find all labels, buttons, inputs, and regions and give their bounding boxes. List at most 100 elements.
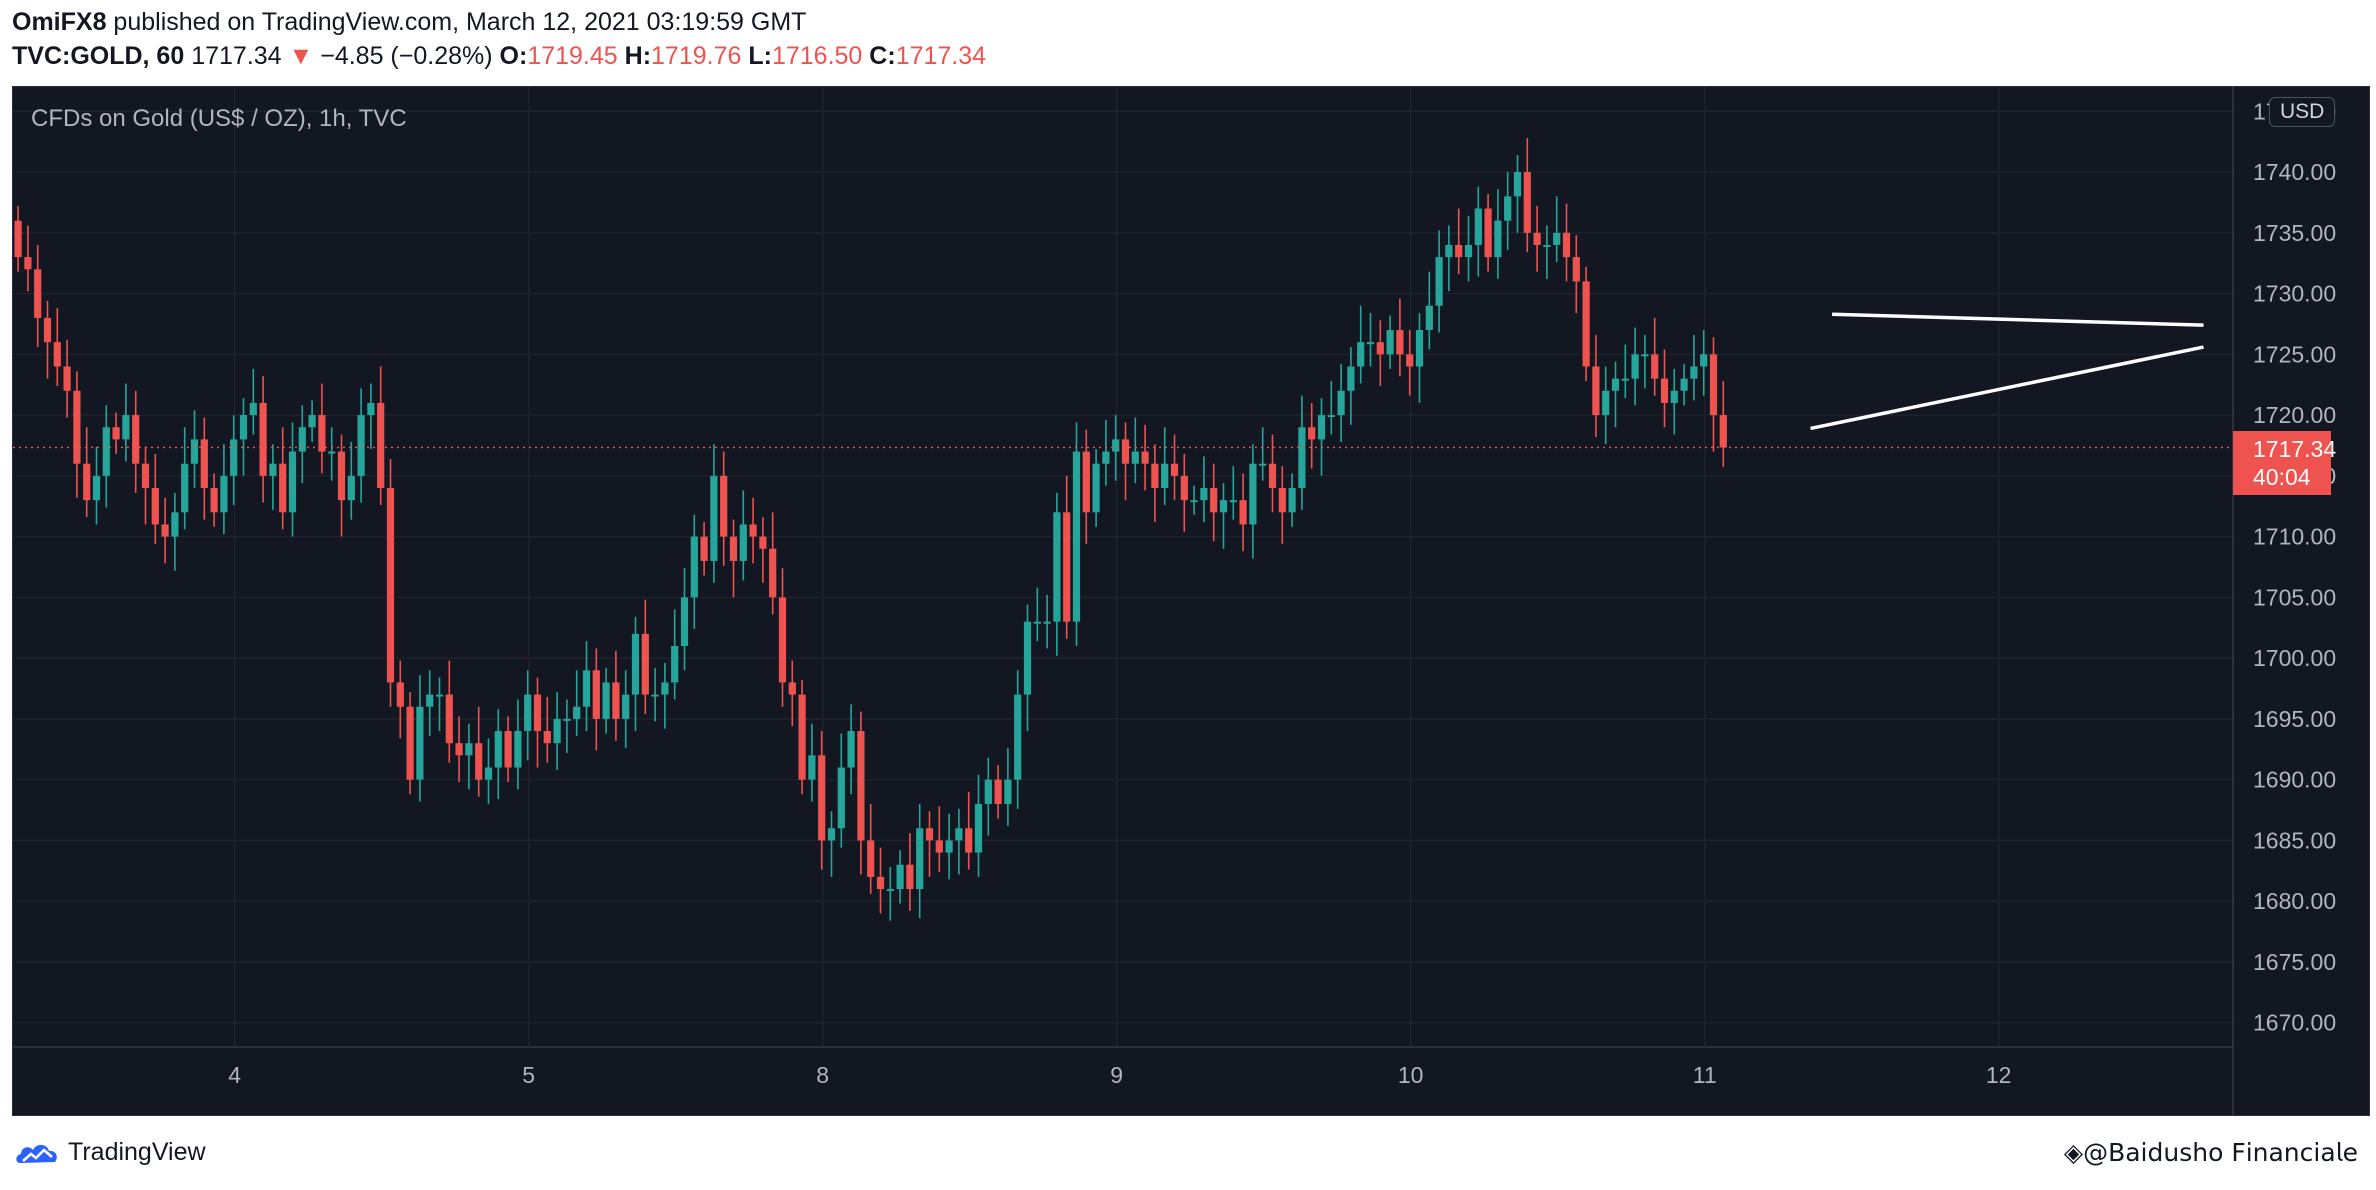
candle-body — [769, 548, 777, 598]
candle-body — [220, 475, 228, 513]
candle-body — [818, 755, 826, 841]
candle-body — [1406, 354, 1414, 367]
author-name[interactable]: OmiFX8 — [12, 8, 107, 36]
candle-body — [298, 427, 306, 452]
candle-body — [1425, 305, 1433, 331]
countdown-timer: 40:04 — [2253, 464, 2311, 491]
footer: TradingView ◈@𝖡𝖺𝗂𝖽𝗎𝗌𝗁𝗈 𝖥𝗂𝗇𝖺𝗇𝖼𝗂𝖺𝗅𝖾 — [0, 1116, 2376, 1190]
tradingview-cloud-icon — [16, 1144, 57, 1163]
candle-body — [671, 645, 679, 683]
candle-body — [837, 767, 845, 829]
price-chart-svg[interactable]: 1745.001740.001735.001730.001725.001720.… — [13, 87, 2369, 1115]
price-tick-label: 1690.00 — [2253, 767, 2336, 793]
publish-info: published on TradingView.com, March 12, … — [106, 8, 807, 36]
candle-body — [239, 415, 248, 440]
candle-body — [759, 536, 767, 549]
candle-body — [1445, 244, 1453, 258]
price-tick-label: 1740.00 — [2253, 159, 2336, 185]
candle-body — [1474, 208, 1482, 245]
tradingview-brand-label: TradingView — [68, 1138, 206, 1166]
trendline — [1810, 345, 2204, 431]
candle-body — [435, 694, 444, 697]
candle-body — [1170, 463, 1179, 476]
candle-body — [1415, 330, 1424, 367]
candle-body — [1190, 500, 1198, 503]
candle-body — [886, 889, 894, 892]
candle-body — [259, 402, 267, 476]
candle-body — [200, 439, 208, 489]
candle-body — [1092, 463, 1100, 513]
candle-body — [112, 427, 120, 440]
price-tick-label: 1725.00 — [2253, 341, 2336, 367]
price-tick-label: 1720.00 — [2253, 402, 2336, 428]
candle-body — [1121, 439, 1130, 464]
watermark-text: @𝖡𝖺𝗂𝖽𝗎𝗌𝗁𝗈 𝖥𝗂𝗇𝖺𝗇𝖼𝗂𝖺𝗅𝖾 — [2083, 1138, 2358, 1167]
candle-body — [1641, 354, 1649, 357]
price-tick-label: 1680.00 — [2253, 888, 2336, 914]
candle-body — [1161, 463, 1169, 489]
tradingview-brand[interactable]: TradingView — [14, 1138, 206, 1167]
candle-body — [1004, 779, 1012, 804]
candle-body — [347, 475, 355, 501]
time-tick-label: 8 — [816, 1062, 829, 1088]
candle-body — [690, 536, 698, 598]
candle-body — [465, 743, 473, 756]
candle-body — [249, 402, 257, 416]
candle-body — [122, 415, 130, 440]
candle-body — [1602, 390, 1610, 416]
candle-body — [1366, 342, 1375, 345]
candle-body — [1386, 330, 1394, 355]
candle-body — [1533, 232, 1541, 245]
candle-body — [1043, 621, 1051, 624]
candle-body — [827, 828, 836, 841]
candle-body — [1180, 475, 1188, 501]
candle-body — [1494, 220, 1502, 258]
time-tick-label: 9 — [1110, 1062, 1123, 1088]
candle-body — [73, 390, 81, 464]
open-value: 1719.45 — [527, 42, 618, 70]
candle-body — [1347, 366, 1355, 391]
candle-body — [1513, 172, 1522, 197]
price-tick-label: 1700.00 — [2253, 645, 2336, 671]
candle-body — [1582, 281, 1590, 367]
candle-body — [230, 439, 238, 476]
candle-body — [641, 633, 649, 695]
candle-body — [34, 269, 42, 318]
candle-body — [867, 840, 875, 877]
candle-body — [1210, 488, 1218, 513]
price-tick-label: 1735.00 — [2253, 220, 2336, 246]
price-tick-label: 1685.00 — [2253, 827, 2336, 853]
last-price: 1717.34 — [191, 42, 282, 70]
candle-body — [592, 670, 600, 719]
candle-body — [181, 463, 189, 513]
candle-body — [1249, 463, 1257, 525]
price-tick-label: 1695.00 — [2253, 706, 2336, 732]
candle-body — [1239, 500, 1247, 525]
candle-body — [1504, 196, 1512, 221]
candle-body — [416, 706, 424, 780]
candle-body — [53, 342, 61, 367]
candle-body — [318, 415, 326, 452]
candle-body — [269, 463, 277, 476]
candle-body — [925, 828, 934, 841]
candle-body — [1396, 330, 1404, 355]
candle-body — [1229, 500, 1237, 503]
candle-body — [1719, 415, 1727, 448]
candle-body — [337, 451, 346, 501]
candle-body — [1023, 621, 1032, 695]
currency-badge[interactable]: USD — [2269, 97, 2336, 127]
candle-body — [1072, 451, 1081, 622]
down-arrow-icon: ▼ — [288, 42, 314, 70]
candle-body — [1464, 244, 1473, 258]
candle-body — [1651, 354, 1659, 379]
candle-body — [396, 682, 404, 707]
candle-body — [1700, 354, 1708, 367]
chart-area[interactable]: 1745.001740.001735.001730.001725.001720.… — [12, 86, 2370, 1116]
candle-body — [945, 840, 953, 853]
time-tick-label: 11 — [1693, 1062, 1717, 1088]
candle-body — [63, 366, 71, 391]
candle-body — [367, 402, 375, 416]
candle-body — [974, 803, 983, 853]
low-value: 1716.50 — [771, 42, 863, 70]
candle-body — [1298, 427, 1306, 489]
